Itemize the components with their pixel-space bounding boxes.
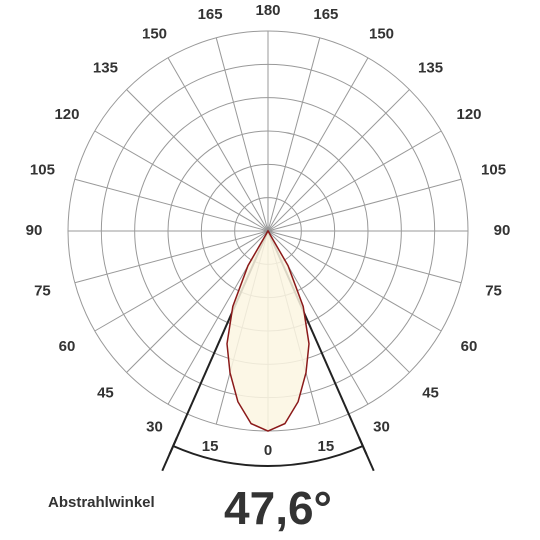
beam-angle-value: 47,6° [224, 482, 332, 534]
beam-arc-end [168, 437, 178, 455]
grid-spoke [267, 130, 442, 232]
angle-tick-label: 15 [318, 438, 335, 455]
angle-tick-label: 165 [198, 6, 223, 23]
angle-tick-label: 45 [422, 385, 439, 402]
grid-spoke [267, 230, 442, 332]
angle-tick-label: 180 [255, 2, 280, 19]
grid-spoke [74, 178, 269, 232]
angle-tick-label: 60 [59, 338, 76, 355]
angle-tick-label: 90 [26, 222, 43, 239]
angle-tick-label: 135 [418, 59, 443, 76]
grid-spoke [267, 89, 410, 232]
grid-spoke [94, 130, 269, 232]
angle-tick-label: 120 [457, 106, 482, 123]
angle-tick-label: 150 [369, 25, 394, 42]
angle-tick-label: 150 [142, 25, 167, 42]
grid-spoke [267, 178, 462, 232]
angle-tick-label: 105 [481, 162, 506, 179]
grid-spoke [267, 57, 369, 232]
grid-spoke [167, 57, 269, 232]
angle-tick-label: 165 [313, 6, 338, 23]
grid-spoke [126, 230, 269, 373]
grid-spoke [267, 37, 321, 232]
grid-spoke [267, 230, 462, 284]
angle-tick-label: 15 [202, 438, 219, 455]
angle-tick-label: 135 [93, 59, 118, 76]
angle-tick-label: 75 [485, 282, 502, 299]
beam-arc [172, 445, 364, 468]
angle-tick-label: 105 [30, 162, 55, 179]
grid-spoke [74, 230, 269, 284]
angle-tick-label: 0 [264, 442, 272, 459]
grid-spoke [215, 37, 269, 232]
intensity-curve [226, 229, 310, 432]
grid-spoke [267, 230, 410, 373]
beam-arc-end [358, 437, 368, 455]
angle-tick-label: 45 [97, 385, 114, 402]
angle-tick-label: 75 [34, 282, 51, 299]
grid-spoke [126, 89, 269, 232]
angle-tick-label: 120 [54, 106, 79, 123]
angle-tick-label: 30 [146, 419, 163, 436]
beam-label: Abstrahlwinkel [48, 494, 155, 511]
grid-spoke [94, 230, 269, 332]
angle-tick-label: 30 [373, 419, 390, 436]
angle-tick-label: 90 [494, 222, 511, 239]
angle-tick-label: 60 [461, 338, 478, 355]
